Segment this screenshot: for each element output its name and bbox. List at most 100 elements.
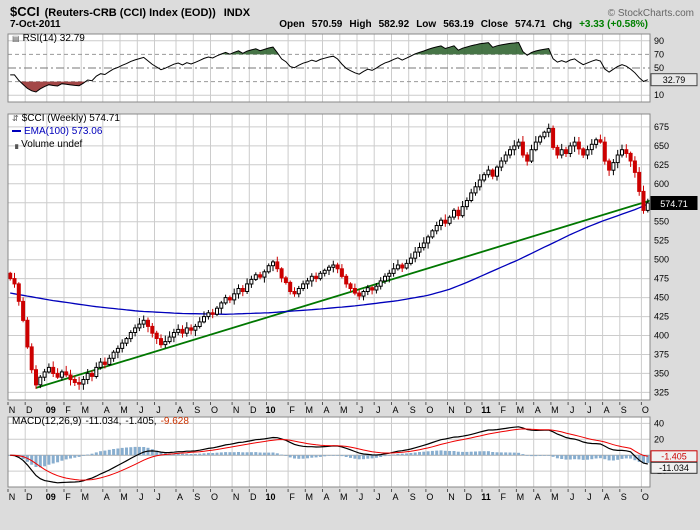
ohlc-summary: Open 570.59 High 582.92 Low 563.19 Close 574… <box>272 19 648 30</box>
ema-line <box>10 203 649 315</box>
svg-text:M: M <box>551 492 559 502</box>
svg-text:M: M <box>120 492 128 502</box>
svg-text:J: J <box>570 492 575 502</box>
x-axis-main: N D 09 F M A M J J A S O N D 10 F M A M J J A S O N D 11 F M A M J J A S O <box>7 402 649 415</box>
svg-text:O: O <box>642 492 649 502</box>
svg-text:F: F <box>500 492 506 502</box>
svg-text:A: A <box>604 492 610 502</box>
price-value-box: 574.71 <box>650 196 698 210</box>
symbol: $CCI <box>10 4 40 19</box>
low-value: 563.19 <box>443 19 474 30</box>
svg-text:10: 10 <box>265 405 275 415</box>
svg-text:A: A <box>535 492 541 502</box>
signal-value: -1.405, <box>125 416 157 427</box>
svg-text:M: M <box>517 492 525 502</box>
close-value: 574.71 <box>515 19 546 30</box>
svg-text:A: A <box>392 405 398 415</box>
svg-text:A: A <box>323 492 329 502</box>
macd-legend: MACD(12,26,9) -11.034, -1.405, -9.628 <box>12 416 189 428</box>
svg-text:375: 375 <box>654 350 669 360</box>
svg-text:-11.034: -11.034 <box>659 463 689 473</box>
index-name: (Reuters-CRB (CCI) Index (EOD)) <box>44 7 216 19</box>
svg-text:F: F <box>289 405 295 415</box>
svg-text:O: O <box>426 492 433 502</box>
svg-text:M: M <box>81 492 89 502</box>
chart-date: 7-Oct-2011 <box>10 19 61 30</box>
rsi-value-box: 32.79 <box>650 73 698 87</box>
open-value: 570.59 <box>311 19 343 30</box>
svg-text:D: D <box>465 405 472 415</box>
svg-text:A: A <box>604 405 610 415</box>
svg-text:N: N <box>233 492 240 502</box>
svg-text:40: 40 <box>654 418 664 428</box>
price-label: $CCI (Weekly) 574.71 <box>21 113 120 124</box>
macd-label: MACD(12,26,9) <box>12 416 82 427</box>
chart-header: $CCI (Reuters-CRB (CCI) Index (EOD)) IND… <box>0 0 700 32</box>
x-axis-macd: N D 09 F M A M J J A S O N D 10 F M A M J J A S O N D 11 F M A M J J A S O <box>7 489 649 502</box>
svg-text:J: J <box>156 492 161 502</box>
price-style-icon: ⇵ <box>12 114 19 123</box>
high-label: High <box>349 19 372 30</box>
svg-text:500: 500 <box>654 255 669 265</box>
svg-text:M: M <box>120 405 128 415</box>
signal-value-box: -1.405 <box>650 450 698 463</box>
svg-text:J: J <box>587 405 592 415</box>
svg-text:525: 525 <box>654 236 669 246</box>
svg-text:10: 10 <box>265 492 275 502</box>
header-quote-row: 7-Oct-2011 Open 570.59 High 582.92 Low 563.… <box>10 19 694 32</box>
copyright-link[interactable]: © StockCharts.com <box>607 8 694 19</box>
svg-text:09: 09 <box>46 492 56 502</box>
svg-text:20: 20 <box>654 434 664 444</box>
candles <box>8 123 650 390</box>
svg-text:N: N <box>9 492 16 502</box>
low-label: Low <box>416 19 437 30</box>
svg-text:M: M <box>306 405 314 415</box>
svg-text:J: J <box>570 405 575 415</box>
svg-text:S: S <box>194 492 200 502</box>
svg-text:325: 325 <box>654 387 669 397</box>
svg-text:A: A <box>104 405 110 415</box>
volume-icon: ▗ <box>12 140 19 149</box>
svg-text:90: 90 <box>654 36 664 46</box>
svg-text:F: F <box>65 405 71 415</box>
volume-label: Volume undef <box>21 139 83 150</box>
svg-text:625: 625 <box>654 160 669 170</box>
svg-text:10: 10 <box>654 90 664 100</box>
svg-text:D: D <box>465 492 472 502</box>
svg-text:J: J <box>139 492 144 502</box>
svg-text:11: 11 <box>481 405 491 415</box>
svg-text:09: 09 <box>46 405 56 415</box>
histogram-value: -9.628 <box>160 416 189 427</box>
volume-legend: ▗ Volume undef <box>12 139 82 151</box>
svg-text:650: 650 <box>654 141 669 151</box>
svg-text:450: 450 <box>654 293 669 303</box>
svg-text:J: J <box>139 405 144 415</box>
svg-text:O: O <box>426 405 433 415</box>
trendline <box>35 199 651 389</box>
ema-legend: EMA(100) 573.06 <box>12 126 102 138</box>
svg-text:O: O <box>642 405 649 415</box>
macd-line <box>10 426 648 484</box>
svg-text:D: D <box>26 492 33 502</box>
macd-histogram <box>8 446 650 468</box>
rsi-label: RSI(14) 32.79 <box>22 33 85 44</box>
svg-text:F: F <box>289 492 295 502</box>
svg-text:350: 350 <box>654 368 669 378</box>
svg-text:400: 400 <box>654 331 669 341</box>
svg-text:S: S <box>621 405 627 415</box>
svg-text:-1.405: -1.405 <box>661 451 687 461</box>
svg-text:F: F <box>500 405 506 415</box>
exchange-tag: INDX <box>223 7 251 19</box>
svg-text:O: O <box>211 492 218 502</box>
svg-text:M: M <box>551 405 559 415</box>
high-value: 582.92 <box>378 19 410 30</box>
svg-text:S: S <box>410 405 416 415</box>
svg-text:M: M <box>340 492 348 502</box>
svg-text:F: F <box>65 492 71 502</box>
svg-text:A: A <box>104 492 110 502</box>
svg-text:A: A <box>177 405 183 415</box>
rsi-legend: ▤ RSI(14) 32.79 <box>12 33 85 45</box>
svg-text:600: 600 <box>654 179 669 189</box>
svg-text:J: J <box>376 492 381 502</box>
svg-text:425: 425 <box>654 312 669 322</box>
